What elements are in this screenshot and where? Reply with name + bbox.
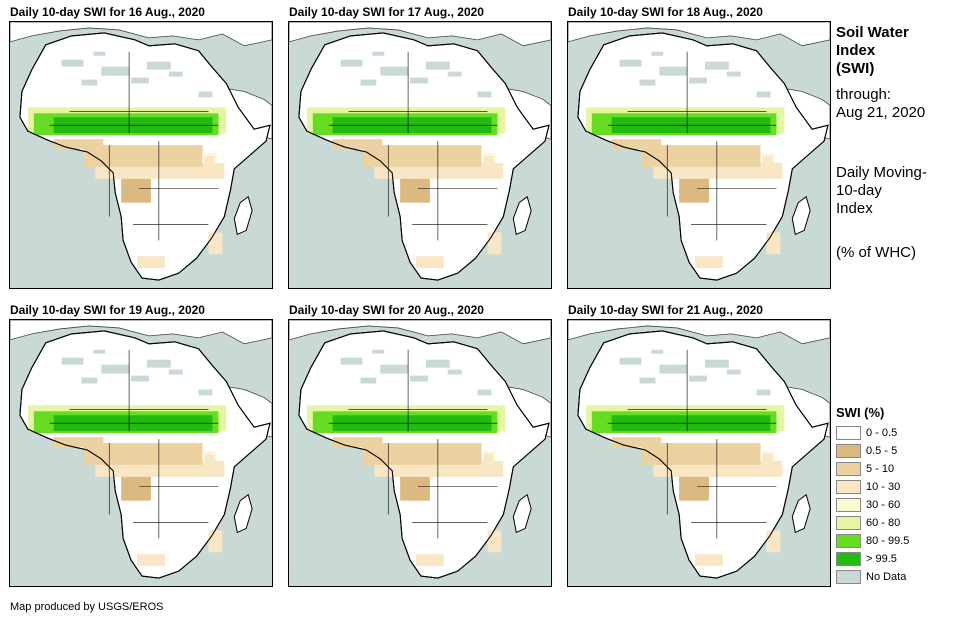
unit-label: (% of WHC) <box>836 244 916 261</box>
africa-swi-map <box>568 22 830 288</box>
through-date: through: Aug 21, 2020 <box>836 86 926 121</box>
legend-label: No Data <box>866 571 907 583</box>
legend-swatch <box>836 462 861 476</box>
legend-swatch <box>836 444 861 458</box>
legend-swatch <box>836 534 861 548</box>
legend-label: 0.5 - 5 <box>866 445 898 457</box>
map-panel-4[interactable] <box>9 319 273 587</box>
legend-label: 0 - 0.5 <box>866 427 898 439</box>
panel-title-6: Daily 10-day SWI for 21 Aug., 2020 <box>568 303 763 317</box>
africa-swi-map <box>289 320 551 586</box>
panel-title-2: Daily 10-day SWI for 17 Aug., 2020 <box>289 5 484 19</box>
panel-title-4: Daily 10-day SWI for 19 Aug., 2020 <box>10 303 205 317</box>
map-panel-2[interactable] <box>288 21 552 289</box>
africa-swi-map <box>568 320 830 586</box>
panel-title-1: Daily 10-day SWI for 16 Aug., 2020 <box>10 5 205 19</box>
africa-swi-map <box>10 320 272 586</box>
legend-label: 80 - 99.5 <box>866 535 910 547</box>
legend-swatch <box>836 480 861 494</box>
legend-label: 60 - 80 <box>866 517 901 529</box>
map-panel-6[interactable] <box>567 319 831 587</box>
legend-label: 30 - 60 <box>866 499 901 511</box>
legend-swatch <box>836 552 861 566</box>
legend-swatch <box>836 516 861 530</box>
africa-swi-map <box>289 22 551 288</box>
map-panel-1[interactable] <box>9 21 273 289</box>
legend-title: SWI (%) <box>836 405 885 420</box>
panel-title-3: Daily 10-day SWI for 18 Aug., 2020 <box>568 5 763 19</box>
map-panel-5[interactable] <box>288 319 552 587</box>
swi-heading: Soil Water Index (SWI) <box>836 24 909 77</box>
legend-label: > 99.5 <box>866 553 897 565</box>
legend-swatch <box>836 498 861 512</box>
legend-label: 5 - 10 <box>866 463 895 475</box>
map-panel-3[interactable] <box>567 21 831 289</box>
panel-title-5: Daily 10-day SWI for 20 Aug., 2020 <box>289 303 484 317</box>
legend-swatch <box>836 426 861 440</box>
legend-swatch <box>836 570 861 584</box>
africa-swi-map <box>10 22 272 288</box>
legend-label: 10 - 30 <box>866 481 901 493</box>
credit-text: Map produced by USGS/EROS <box>10 601 164 613</box>
index-description: Daily Moving- 10-day Index <box>836 164 927 217</box>
